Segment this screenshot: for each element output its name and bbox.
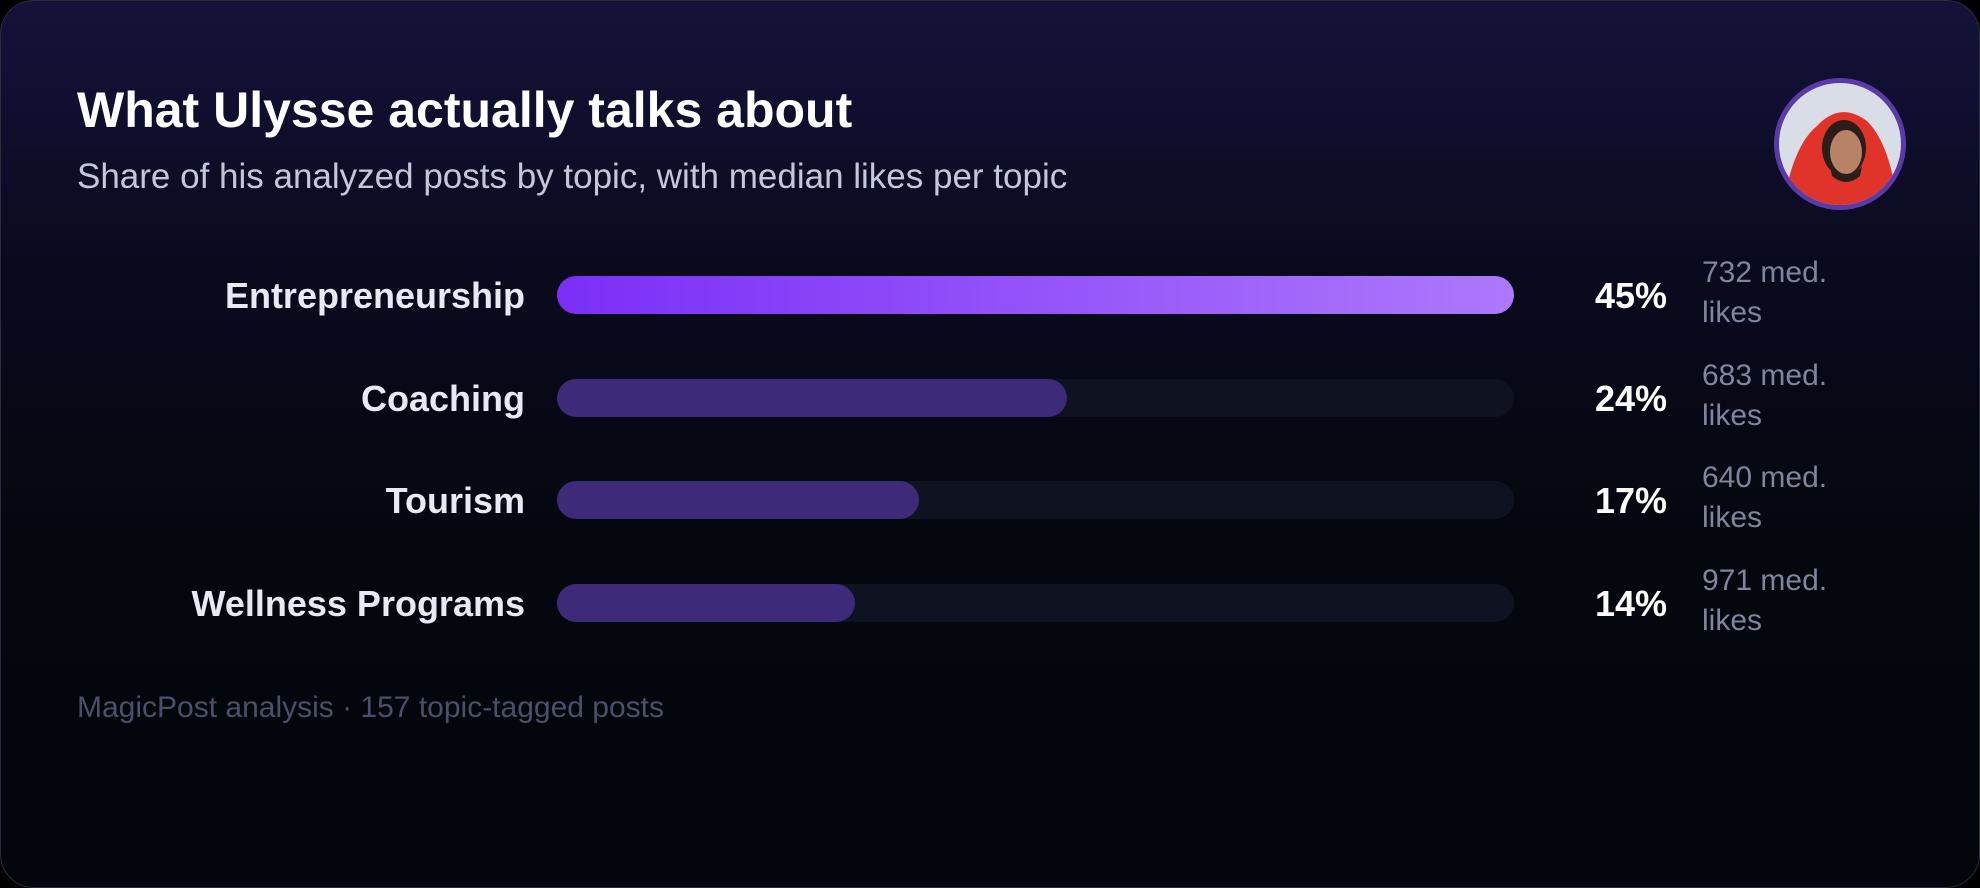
chart-subtitle: Share of his analyzed posts by topic, wi…	[77, 157, 1068, 196]
bar-track	[557, 276, 1514, 314]
bar-track	[557, 481, 1514, 519]
value-label: 14%	[1595, 582, 1668, 624]
bar-row: Entrepreneurship 45% 732 med. likes	[1, 256, 1979, 329]
bar	[557, 276, 1514, 314]
chart-title: What Ulysse actually talks about	[77, 82, 853, 138]
median-likes: 971 med. likes	[1702, 563, 1828, 637]
footer: MagicPost analysis · 157 topic-tagged po…	[77, 691, 664, 724]
bar	[557, 378, 1068, 417]
bar-row: Coaching 24% 683 med. likes	[1, 359, 1979, 432]
category-label: Wellness Programs	[191, 582, 525, 624]
value-label: 17%	[1595, 480, 1668, 521]
value-label: 24%	[1595, 377, 1668, 419]
value-label: 45%	[1595, 275, 1668, 316]
bar	[557, 481, 919, 519]
bar-track	[557, 378, 1514, 417]
category-label: Tourism	[385, 480, 525, 521]
median-likes: 683 med. likes	[1702, 358, 1828, 432]
category-label: Coaching	[360, 377, 525, 419]
median-likes: 640 med. likes	[1702, 461, 1828, 534]
bar-track	[557, 583, 1514, 622]
median-likes: 732 med. likes	[1702, 256, 1828, 329]
bar	[557, 583, 855, 622]
bar-row: Wellness Programs 14% 971 med. likes	[1, 564, 1979, 637]
avatar	[1774, 78, 1906, 210]
bar-row: Tourism 17% 640 med. likes	[1, 461, 1979, 534]
category-label: Entrepreneurship	[224, 275, 525, 316]
